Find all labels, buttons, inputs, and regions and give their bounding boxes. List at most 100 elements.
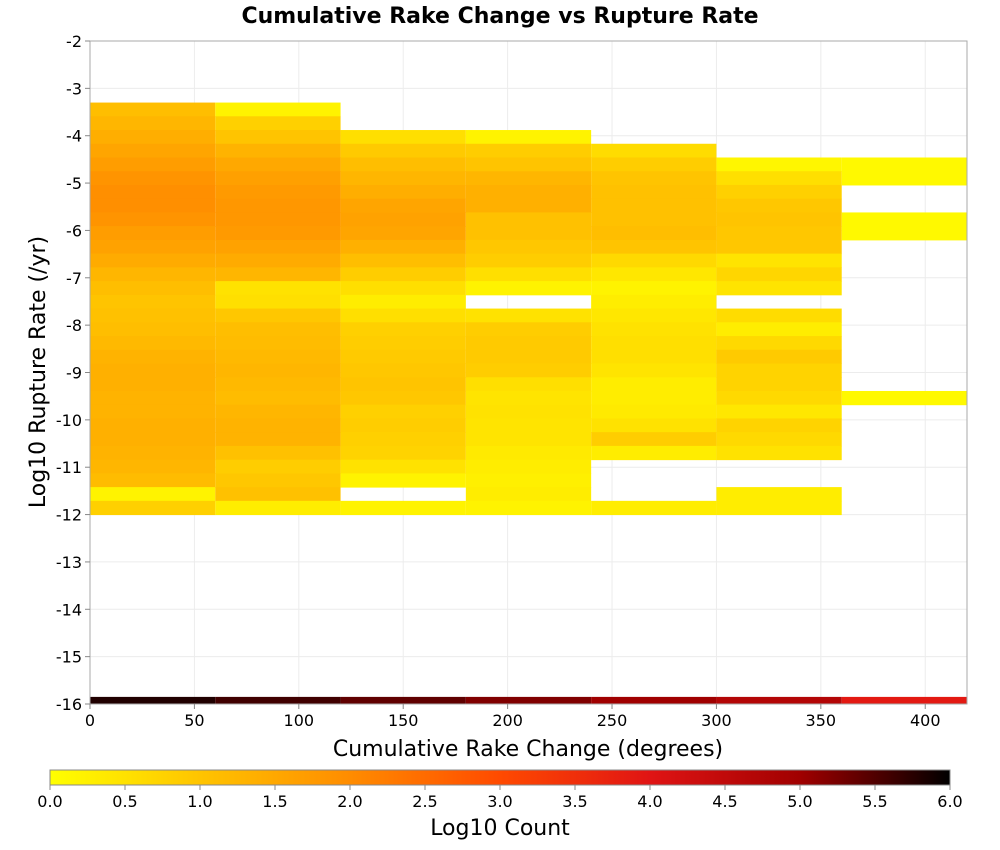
colorbar-label: Log10 Count — [430, 816, 570, 841]
heatmap-cell — [465, 377, 592, 392]
heatmap-cell — [841, 226, 967, 241]
heatmap-cell — [716, 157, 842, 172]
colorbar-tick-label: 0.0 — [37, 792, 62, 811]
heatmap-cell — [465, 696, 592, 704]
heatmap-cell — [591, 184, 717, 200]
heatmap-cell — [215, 157, 341, 172]
heatmap-cell — [215, 130, 341, 145]
heatmap-cell — [591, 336, 717, 351]
colorbar-tick-label: 3.0 — [487, 792, 512, 811]
x-axis-ticks: 0 50 100 150 200 250 300 350 400 — [85, 704, 941, 730]
heatmap-cell — [90, 253, 216, 268]
colorbar-tick-label: 5.5 — [862, 792, 887, 811]
y-axis-label: Log10 Rupture Rate (/yr) — [26, 236, 51, 508]
heatmap-cell — [465, 184, 592, 200]
heatmap-cell — [215, 102, 341, 117]
heatmap-cell — [591, 226, 717, 241]
heatmap-cell — [340, 253, 466, 268]
heatmap-cell — [591, 308, 717, 323]
y-tick-label: -13 — [56, 553, 82, 572]
heatmap-cell — [340, 377, 466, 392]
heatmap-cell — [215, 198, 341, 213]
heatmap-cell — [215, 281, 341, 296]
y-tick-label: -6 — [66, 221, 82, 240]
y-tick-label: -11 — [56, 458, 82, 477]
heatmap-cell — [716, 418, 842, 433]
heatmap-cell — [465, 349, 592, 365]
heatmap-cell — [591, 404, 717, 419]
heatmap-cell — [591, 267, 717, 282]
heatmap-cell — [215, 390, 341, 406]
colorbar — [49, 769, 951, 786]
heatmap-cell — [90, 116, 216, 131]
heatmap-cell — [841, 696, 967, 704]
heatmap-cell — [716, 696, 842, 704]
heatmap-cell — [215, 239, 341, 255]
heatmap-cell — [215, 473, 341, 488]
heatmap-cell — [215, 500, 341, 516]
colorbar-tick-label: 1.5 — [262, 792, 287, 811]
heatmap-cell — [215, 171, 341, 186]
x-tick-label: 100 — [284, 711, 315, 730]
heatmap-cell — [591, 239, 717, 255]
heatmap-cell — [215, 253, 341, 268]
heatmap-cell — [90, 130, 216, 145]
heatmap-cell — [591, 143, 717, 158]
heatmap-cell — [465, 171, 592, 186]
heatmap-cell — [716, 239, 842, 255]
heatmap-cell — [716, 390, 842, 406]
heatmap-cell — [716, 363, 842, 378]
heatmap-cell — [465, 143, 592, 158]
heatmap-cell — [215, 116, 341, 131]
heatmap-cell — [215, 363, 341, 378]
heatmap-cell — [716, 322, 842, 337]
heatmap-cell — [465, 404, 592, 419]
heatmap-cell — [841, 171, 967, 186]
heatmap-cell — [340, 157, 466, 172]
y-tick-label: -15 — [56, 648, 82, 667]
heatmap-cell — [90, 281, 216, 296]
heatmap-cell — [716, 445, 842, 461]
heatmap-cell — [465, 281, 592, 296]
heatmap-cell — [340, 239, 466, 255]
colorbar-tick-label: 4.0 — [637, 792, 662, 811]
heatmap-cell — [340, 390, 466, 406]
colorbar-tick-label: 6.0 — [937, 792, 962, 811]
heatmap-cell — [591, 322, 717, 337]
heatmap-cell — [591, 418, 717, 433]
heatmap-cell — [215, 404, 341, 419]
x-tick-label: 150 — [388, 711, 419, 730]
heatmap-cell — [90, 239, 216, 255]
heatmap-cell — [716, 487, 842, 502]
heatmap-cell — [90, 322, 216, 337]
heatmap-cell — [340, 130, 466, 145]
heatmap-cell — [465, 418, 592, 433]
heatmap-cell — [340, 171, 466, 186]
heatmap-cell — [465, 459, 592, 474]
heatmap-cell — [591, 157, 717, 172]
heatmap-cell — [591, 445, 717, 461]
heatmap-cell — [215, 336, 341, 351]
y-tick-label: -4 — [66, 127, 82, 146]
heatmap-cell — [465, 390, 592, 406]
heatmap-cell — [465, 487, 592, 502]
heatmap-cell — [90, 349, 216, 365]
heatmap-cell — [841, 390, 967, 406]
y-tick-label: -12 — [56, 506, 82, 525]
heatmap-cell — [90, 212, 216, 227]
heatmap-cell — [591, 390, 717, 406]
x-tick-label: 350 — [806, 711, 837, 730]
heatmap-cell — [90, 404, 216, 419]
heatmap-cell — [591, 281, 717, 296]
heatmap-cell — [90, 377, 216, 392]
heatmap-cell — [215, 294, 341, 310]
heatmap-cell — [90, 198, 216, 213]
heatmap-cell — [340, 432, 466, 447]
heatmap-cell — [90, 143, 216, 158]
heatmap-cell — [215, 418, 341, 433]
heatmap-cell — [340, 281, 466, 296]
x-tick-label: 200 — [492, 711, 523, 730]
heatmap-cell — [90, 363, 216, 378]
heatmap-cell — [591, 198, 717, 213]
